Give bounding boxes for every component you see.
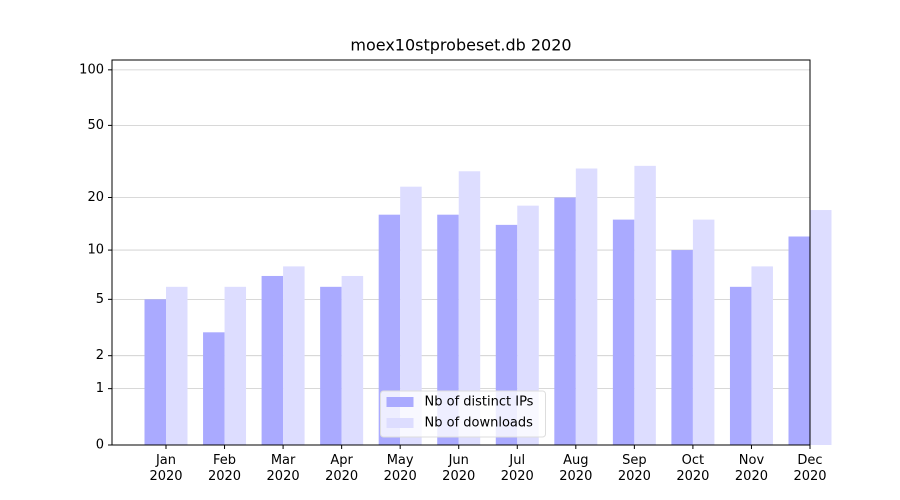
bar (203, 332, 225, 445)
bar (437, 214, 459, 445)
x-tick-label: May 2020 (383, 453, 417, 484)
y-tick-label: 5 (96, 292, 104, 307)
legend-swatch (386, 397, 414, 407)
bar (378, 214, 401, 445)
bar (788, 236, 810, 445)
bar (283, 266, 305, 445)
y-tick-label: 20 (87, 190, 104, 205)
y-tick-label: 1 (96, 381, 104, 396)
bar (810, 210, 832, 445)
bar (495, 224, 518, 445)
bar (458, 171, 481, 445)
x-tick-label: Mar 2020 (266, 453, 300, 484)
legend-label: Nb of downloads (425, 416, 534, 431)
bar (634, 165, 656, 445)
x-tick-label: Nov 2020 (734, 453, 768, 484)
x-tick-label: Apr 2020 (325, 453, 359, 484)
x-tick-label: Jun 2020 (442, 453, 476, 484)
chart-title: moex10stprobeset.db 2020 (350, 36, 571, 55)
axes-frame (111, 59, 811, 446)
y-tick-label: 100 (79, 62, 104, 77)
bar (729, 286, 752, 445)
legend-box (380, 390, 546, 438)
bar (612, 219, 635, 445)
bar (261, 275, 284, 445)
y-tick-label: 10 (87, 243, 104, 258)
y-tick-label: 2 (96, 348, 104, 363)
y-tick-label: 50 (87, 118, 104, 133)
bar (400, 186, 422, 446)
x-tick-label: Oct 2020 (676, 453, 710, 484)
bar (692, 219, 715, 445)
x-tick-label: Jul 2020 (500, 453, 534, 484)
x-tick-label: Sep 2020 (617, 453, 651, 484)
bar (166, 286, 188, 445)
y-tick-label: 0 (96, 438, 104, 453)
bar (575, 168, 598, 445)
bar (751, 266, 773, 445)
legend-label: Nb of distinct IPs (425, 395, 534, 410)
bar (320, 286, 342, 445)
x-tick-label: Dec 2020 (793, 453, 827, 484)
bar (144, 299, 166, 445)
legend-swatch (386, 418, 414, 428)
bar (671, 250, 693, 445)
bar (517, 205, 539, 445)
x-tick-label: Jan 2020 (149, 453, 183, 484)
x-tick-label: Feb 2020 (207, 453, 242, 484)
legend: Nb of distinct IPs Nb of downloads (380, 390, 546, 438)
bar (224, 286, 247, 445)
x-tick-label: Aug 2020 (559, 453, 593, 484)
bar (554, 197, 576, 445)
bar (341, 275, 364, 445)
